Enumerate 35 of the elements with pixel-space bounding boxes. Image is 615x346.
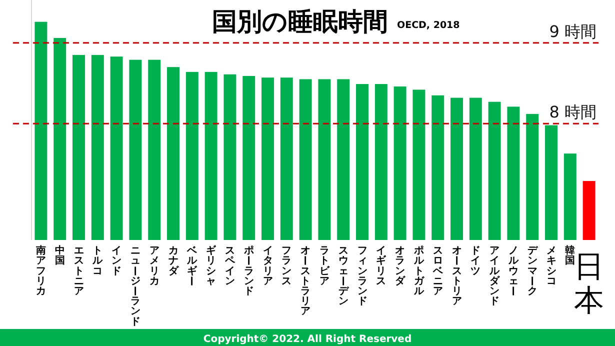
x-tick-label: メキシコ	[546, 246, 556, 287]
x-tick-label: デンマーク	[525, 246, 538, 298]
x-tick-label: ギリシャ	[206, 246, 216, 287]
x-tick-label: 中国	[54, 246, 65, 267]
x-tick-label: オーストリア	[450, 246, 462, 308]
ref-line-label: 8 時間	[549, 102, 596, 122]
x-tick-label: スペイン	[224, 246, 235, 287]
x-tick-label: インド	[112, 246, 122, 277]
x-tick-label: カナダ	[168, 246, 178, 277]
x-tick-label: アイルダンド	[490, 246, 500, 308]
x-tick-label: エストニア	[74, 246, 84, 298]
x-tick-label: 南アフリカ	[36, 246, 46, 298]
x-tick-label: スロベニア	[432, 246, 443, 298]
x-tick-label: 韓国	[565, 246, 576, 267]
x-tick-label: ポーランド	[242, 246, 254, 298]
x-tick-label: ポルトガル	[414, 246, 424, 298]
x-tick-label: オーストラリア	[298, 246, 311, 318]
x-tick-label: ニュージーランド	[128, 246, 140, 328]
x-tick-label: イギリス	[376, 246, 386, 287]
text: OECD, 2018	[397, 20, 460, 31]
x-tick-label: 日本	[574, 249, 604, 318]
x-tick-label: ドイツ	[470, 246, 481, 277]
chart-title: 国別の睡眠時間	[212, 7, 388, 36]
x-tick-label: フィンランド	[357, 246, 368, 308]
x-tick-label: ノルウェー	[506, 246, 518, 296]
ref-line-label: 9 時間	[549, 22, 596, 41]
x-tick-label: アメリカ	[149, 246, 160, 287]
x-tick-label: フランス	[282, 246, 292, 287]
x-tick-label: ラトビア	[319, 246, 330, 287]
text: Copyright© 2022. All Right Reserved	[203, 334, 412, 345]
x-tick-label: イタリア	[262, 246, 273, 287]
x-tick-label: ベルギー	[185, 246, 198, 286]
x-tick-label: トルコ	[92, 246, 103, 277]
x-tick-label: スウェーデン	[336, 246, 348, 308]
x-tick-label: オランダ	[395, 246, 406, 287]
